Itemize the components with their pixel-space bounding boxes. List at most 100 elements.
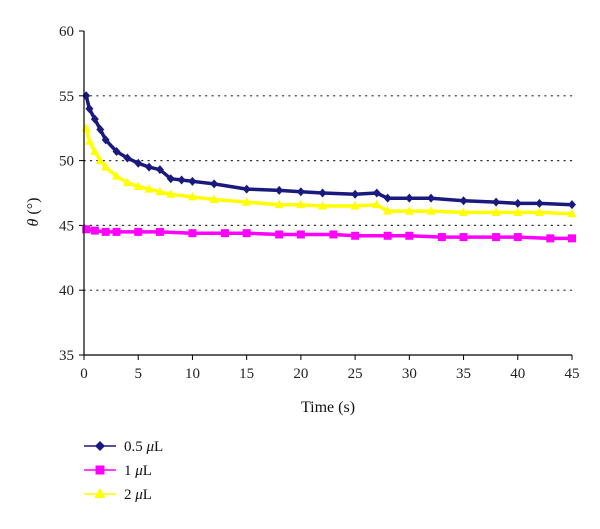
data-point [568, 200, 576, 210]
data-point [372, 188, 381, 198]
axes [83, 31, 572, 356]
data-point [567, 208, 577, 218]
data-point [405, 193, 414, 203]
data-point [459, 233, 468, 242]
x-tick-label-25: 25 [348, 366, 363, 382]
legend-label-2ul: 2 μL [124, 487, 152, 503]
legend-item-2ul: 2 μL [84, 487, 152, 503]
y-tick-label-55: 55 [59, 89, 74, 105]
data-point [82, 225, 91, 234]
data-point [492, 197, 501, 207]
data-point [209, 194, 219, 203]
data-point [155, 165, 164, 175]
legend-label-suffix: L [143, 487, 152, 503]
y-tick-label-40: 40 [59, 283, 74, 299]
legend-label-unit: μ [146, 439, 155, 455]
data-point [90, 146, 100, 156]
data-point [188, 229, 197, 238]
data-point [405, 231, 414, 240]
data-point [383, 206, 393, 215]
data-point [242, 184, 251, 194]
x-tick-label-15: 15 [239, 366, 254, 382]
x-axis-title: Time (s) [301, 399, 355, 416]
series-1 [82, 225, 576, 243]
data-point [351, 231, 360, 240]
data-point [513, 198, 522, 208]
x-tick-label-0: 0 [80, 366, 88, 382]
legend-marker-square [95, 465, 105, 475]
x-tick-label-35: 35 [456, 366, 471, 382]
data-point [155, 186, 165, 196]
data-point [134, 227, 143, 236]
legend-item-1ul: 1 μL [84, 463, 152, 479]
data-point [351, 189, 360, 199]
legend-label-value: 2 [124, 487, 135, 503]
legend-marker-triangle [94, 488, 106, 498]
data-point [296, 230, 305, 239]
x-tick-label-45: 45 [565, 366, 580, 382]
x-tick-label-20: 20 [293, 366, 308, 382]
y-axis-ticks: 35 40 45 50 55 60 [59, 24, 84, 364]
data-point [275, 230, 284, 239]
data-point [101, 135, 110, 145]
legend-label-0.5ul: 0.5 μL [124, 439, 163, 455]
gridlines [83, 95, 573, 291]
data-point [546, 234, 555, 243]
x-tick-label-10: 10 [185, 366, 200, 382]
data-point [101, 227, 110, 236]
y-tick-label-50: 50 [59, 154, 74, 170]
legend-item-0.5ul: 0.5 μL [84, 439, 163, 455]
legend-label-value: 0.5 [124, 439, 147, 455]
data-point [133, 181, 143, 191]
data-point [145, 162, 154, 172]
data-point [90, 114, 99, 124]
x-tick-label-5: 5 [134, 366, 142, 382]
data-point [166, 189, 176, 198]
legend-marker-diamond [95, 441, 105, 451]
series-2 [81, 123, 577, 218]
legend-label-unit: μ [134, 463, 143, 479]
data-point [242, 229, 251, 238]
data-point [568, 234, 576, 243]
data-point [459, 207, 469, 216]
data-point [112, 147, 121, 157]
data-point [112, 171, 122, 180]
legend-label-unit: μ [134, 487, 143, 503]
x-tick-label-40: 40 [510, 366, 525, 382]
data-point [534, 207, 544, 216]
data-point [383, 193, 392, 203]
series-layer [81, 91, 577, 243]
data-point [296, 199, 306, 209]
data-point [112, 227, 121, 236]
data-point [220, 229, 229, 238]
data-point [187, 191, 197, 201]
data-point [427, 193, 436, 203]
legend-label-suffix: L [154, 439, 163, 455]
data-point [134, 158, 143, 168]
data-point [85, 104, 94, 114]
data-point [318, 200, 328, 210]
series-0 [82, 91, 576, 210]
y-axis-symbol: θ [25, 218, 42, 226]
data-point [383, 231, 392, 240]
data-point [177, 175, 186, 185]
data-point [210, 179, 219, 189]
data-point [155, 227, 164, 236]
x-axis-ticks: 0 5 10 15 20 25 30 35 40 45 [80, 355, 580, 382]
data-point [274, 199, 284, 209]
data-point [426, 206, 436, 215]
data-point [404, 206, 414, 215]
y-axis-unit: (°) [25, 198, 42, 219]
data-point [329, 230, 338, 239]
data-point [372, 199, 382, 209]
data-point [95, 155, 105, 165]
x-tick-label-30: 30 [402, 366, 417, 382]
data-point [123, 153, 132, 163]
y-tick-label-60: 60 [59, 24, 74, 40]
data-point [122, 177, 132, 187]
data-point [296, 187, 305, 197]
data-point [275, 185, 284, 195]
data-point [90, 226, 99, 235]
